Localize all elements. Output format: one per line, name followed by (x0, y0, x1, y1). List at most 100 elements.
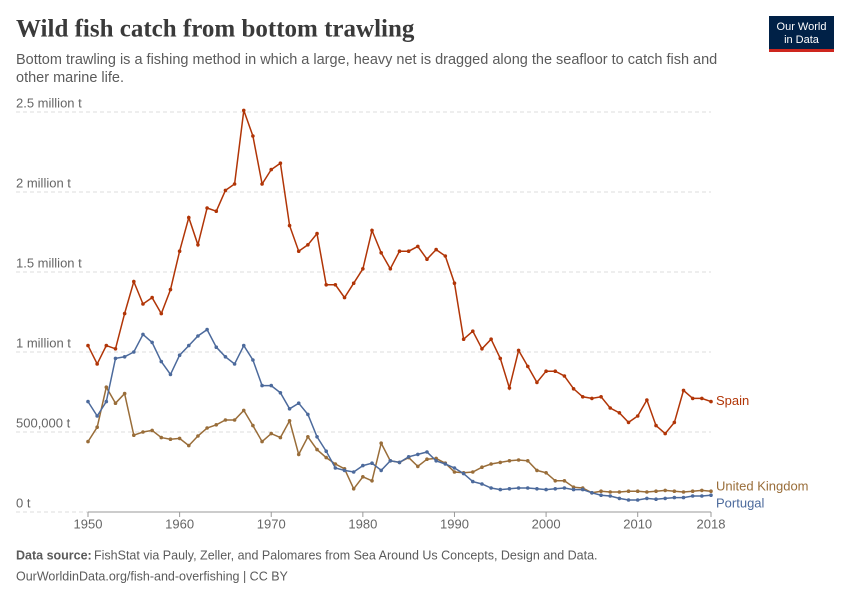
data-point (452, 466, 457, 470)
data-point (132, 433, 136, 438)
data-point (168, 372, 173, 377)
data-point (416, 464, 420, 469)
data-point (498, 460, 503, 465)
chart-subtitle: Bottom trawling is a fishing method in w… (16, 52, 718, 86)
data-point (489, 462, 493, 466)
y-tick-label: 2.5 million t (16, 95, 82, 110)
data-point (498, 487, 503, 492)
data-point (461, 471, 466, 476)
data-point (269, 383, 274, 388)
data-point (141, 302, 145, 306)
data-point (379, 468, 383, 473)
data-point (663, 431, 667, 436)
data-point (709, 489, 713, 494)
data-point (241, 408, 246, 413)
data-point (416, 244, 420, 249)
data-point (416, 452, 420, 457)
data-point (315, 231, 319, 236)
data-point (141, 332, 145, 337)
data-point (361, 475, 365, 479)
data-point (571, 487, 576, 492)
data-point (608, 406, 613, 410)
data-point (434, 459, 438, 463)
data-point (553, 487, 558, 491)
data-point (251, 134, 255, 138)
data-point (590, 396, 594, 401)
data-point (260, 383, 264, 388)
data-point (223, 355, 228, 359)
series-line (87, 110, 712, 435)
data-point (150, 295, 154, 300)
data-point (296, 249, 301, 253)
data-point (681, 495, 686, 500)
data-point (498, 356, 503, 361)
data-point (489, 486, 493, 490)
y-tick-label: 1.5 million t (16, 255, 82, 270)
data-point (260, 182, 264, 186)
data-point (141, 430, 145, 434)
data-point (113, 356, 118, 361)
data-point (452, 470, 457, 474)
data-point (186, 215, 191, 220)
footer[interactable]: OurWorldinData.org/fish-and-overfishing … (16, 569, 289, 583)
x-tick-label: 2010 (623, 516, 652, 531)
data-point (278, 435, 283, 440)
data-point (452, 281, 457, 286)
chart-title: Wild fish catch from bottom trawling (16, 16, 415, 43)
data-point (186, 343, 191, 348)
data-point (480, 347, 484, 351)
data-point (635, 489, 640, 494)
data-point (470, 329, 475, 334)
data-point (370, 479, 374, 483)
data-point (122, 355, 127, 359)
data-point (324, 455, 329, 460)
data-point (177, 353, 182, 358)
data-point (626, 420, 631, 425)
data-point (434, 247, 438, 252)
source-label: Data source: (16, 548, 92, 562)
data-point (645, 490, 649, 494)
data-point (690, 396, 695, 401)
data-point (700, 396, 704, 401)
data-point (709, 493, 713, 498)
data-point (214, 209, 219, 213)
data-point (425, 457, 429, 462)
data-point (150, 428, 154, 433)
data-point (635, 414, 640, 418)
data-point (113, 347, 118, 351)
logo-text: in Data (784, 34, 820, 46)
data-point (132, 279, 136, 284)
data-point (480, 465, 484, 470)
data-point (562, 486, 567, 490)
x-tick-label: 2018 (697, 516, 726, 531)
data-point (700, 494, 704, 498)
series-line (87, 385, 712, 494)
data-point (553, 369, 558, 374)
data-point (177, 436, 182, 441)
data-point (168, 437, 173, 442)
data-point (626, 498, 631, 502)
data-point (132, 350, 136, 354)
data-point (590, 491, 594, 495)
data-point (177, 249, 182, 253)
data-point (525, 364, 530, 369)
data-point (296, 452, 301, 457)
data-point (214, 423, 219, 427)
data-point (251, 423, 255, 428)
logo[interactable] (769, 16, 834, 52)
data-point (223, 418, 228, 422)
subtitle-box: Bottom trawling is a fishing method in w… (16, 52, 718, 86)
data-point (205, 426, 209, 430)
data-point (232, 362, 237, 366)
data-point (232, 182, 237, 186)
data-point (580, 487, 585, 492)
data-point (571, 387, 576, 391)
data-point (95, 414, 99, 418)
data-point (645, 398, 649, 402)
data-point (269, 431, 274, 436)
data-point (690, 494, 695, 498)
data-point (470, 470, 475, 474)
data-point (672, 420, 677, 425)
data-point (690, 489, 695, 494)
